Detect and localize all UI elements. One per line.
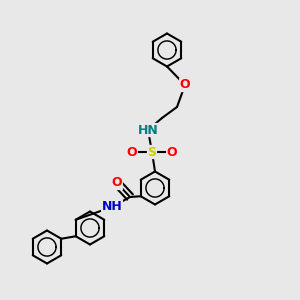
Text: HN: HN (138, 124, 158, 136)
Text: O: O (180, 79, 190, 92)
Text: O: O (167, 146, 177, 158)
Text: NH: NH (102, 200, 122, 214)
Text: S: S (148, 146, 157, 158)
Text: O: O (127, 146, 137, 158)
Text: O: O (112, 176, 122, 190)
